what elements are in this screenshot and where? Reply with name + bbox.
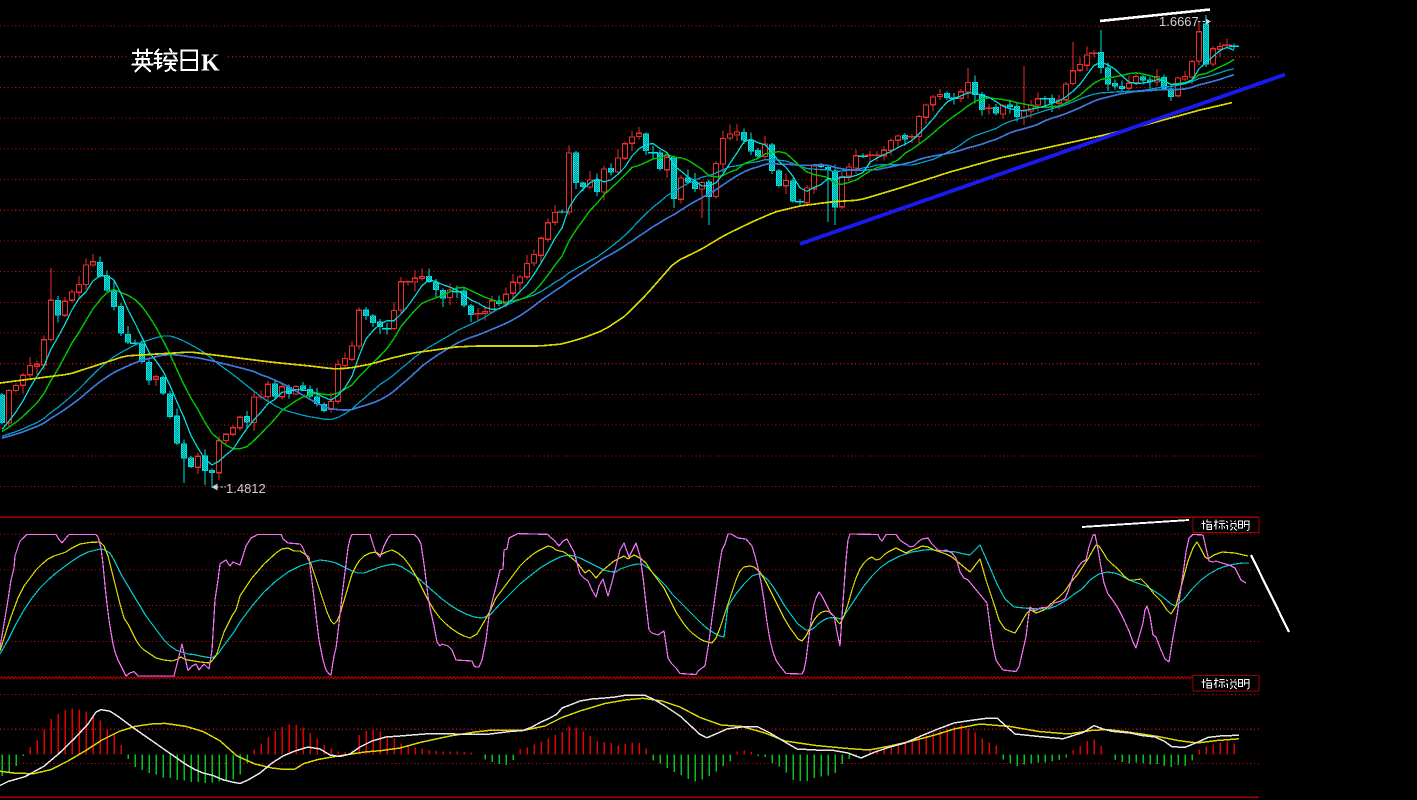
svg-text:1.6667: 1.6667 [1159, 14, 1199, 29]
svg-text:1.4812: 1.4812 [226, 481, 266, 496]
svg-text:K: K [201, 51, 220, 77]
